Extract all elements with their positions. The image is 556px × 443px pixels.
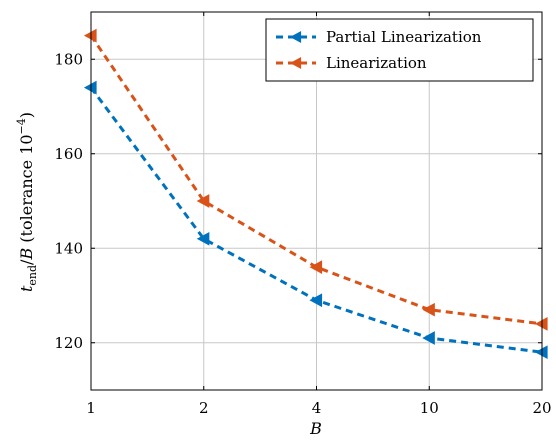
y-tick-label: 120: [54, 334, 83, 352]
y-axis-label: tend/B (tolerance 10−4): [15, 112, 39, 292]
series-2-point: [196, 194, 210, 208]
x-tick-label: 10: [420, 399, 439, 417]
y-axis-label-text: tend/B (tolerance 10−4): [15, 112, 39, 292]
series-1-point: [196, 231, 210, 246]
legend-box: [265, 18, 534, 82]
y-tick-label: 180: [54, 50, 83, 68]
x-tick-label: 1: [86, 399, 96, 417]
x-axis-label: B: [309, 419, 322, 438]
x-tick-label: 2: [199, 399, 209, 417]
series-2-point: [422, 302, 435, 317]
y-tick-label: 160: [54, 145, 83, 163]
series-2-point: [309, 260, 323, 274]
x-tick-label: 4: [312, 399, 322, 417]
axes: 1 2 4 10 20 120 140 160 180: [54, 12, 552, 417]
y-tick-label: 140: [54, 239, 83, 257]
legend-swatch-marker: [290, 57, 302, 69]
series-1-point: [309, 293, 323, 308]
legend-label: Partial Linearization: [326, 28, 482, 46]
legend-label: Linearization: [326, 54, 427, 72]
x-tick-label: 20: [532, 399, 551, 417]
series-1-point: [422, 331, 435, 345]
legend: Partial Linearization Linearization: [265, 18, 534, 82]
legend-swatch-marker: [290, 31, 302, 43]
